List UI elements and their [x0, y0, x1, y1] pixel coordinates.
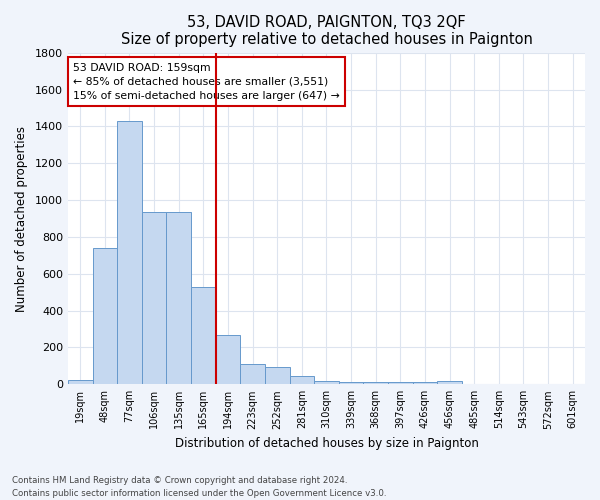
Bar	[413, 382, 437, 384]
Bar	[437, 380, 462, 384]
Title: 53, DAVID ROAD, PAIGNTON, TQ3 2QF
Size of property relative to detached houses i: 53, DAVID ROAD, PAIGNTON, TQ3 2QF Size o…	[121, 15, 532, 48]
Bar	[314, 380, 339, 384]
Bar	[240, 364, 265, 384]
Bar	[142, 212, 166, 384]
Bar	[117, 121, 142, 384]
Bar	[290, 376, 314, 384]
Text: 53 DAVID ROAD: 159sqm
← 85% of detached houses are smaller (3,551)
15% of semi-d: 53 DAVID ROAD: 159sqm ← 85% of detached …	[73, 62, 340, 100]
Bar	[68, 380, 92, 384]
Bar	[265, 367, 290, 384]
Bar	[364, 382, 388, 384]
Bar	[215, 334, 240, 384]
Bar	[388, 382, 413, 384]
Y-axis label: Number of detached properties: Number of detached properties	[15, 126, 28, 312]
Text: Contains HM Land Registry data © Crown copyright and database right 2024.
Contai: Contains HM Land Registry data © Crown c…	[12, 476, 386, 498]
Bar	[191, 286, 215, 384]
X-axis label: Distribution of detached houses by size in Paignton: Distribution of detached houses by size …	[175, 437, 478, 450]
Bar	[92, 248, 117, 384]
Bar	[339, 382, 364, 384]
Bar	[166, 212, 191, 384]
